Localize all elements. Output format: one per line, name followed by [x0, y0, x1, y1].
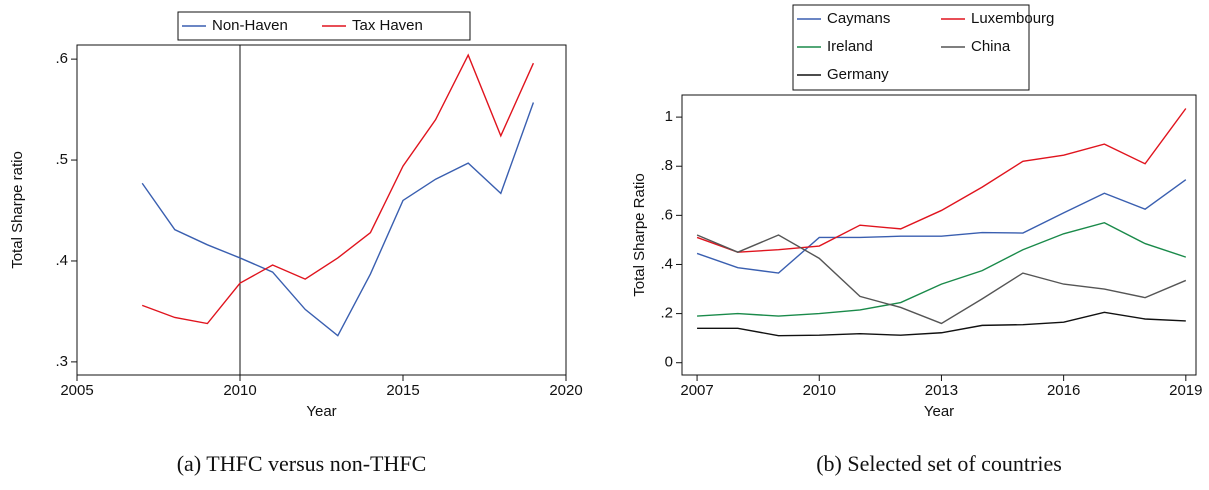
legend-label: China — [971, 38, 1011, 55]
series-line — [141, 102, 535, 337]
y-axis-title: Total Sharpe ratio — [9, 151, 26, 269]
series-line — [696, 234, 1187, 325]
legend-label: Non-Haven — [212, 17, 288, 34]
y-tick-label: .6 — [660, 206, 673, 223]
x-tick-label: 2007 — [680, 382, 713, 399]
series-line — [141, 53, 535, 325]
x-tick-label: 2020 — [549, 382, 582, 399]
series-line — [697, 311, 1186, 337]
y-tick-label: .3 — [55, 353, 68, 370]
y-tick-label: 0 — [665, 354, 673, 371]
plot-frame — [76, 44, 567, 376]
y-axis-title: Total Sharpe Ratio — [631, 173, 648, 296]
x-tick-label: 2013 — [925, 382, 958, 399]
series-line — [697, 221, 1187, 317]
x-tick-label: 2019 — [1169, 382, 1202, 399]
x-tick-label: 2015 — [386, 382, 419, 399]
legend-box — [792, 4, 1030, 91]
legend-label: Ireland — [827, 38, 873, 55]
y-tick-label: 1 — [665, 108, 673, 125]
x-tick-label: 2010 — [223, 382, 256, 399]
x-tick-label: 2005 — [60, 382, 93, 399]
x-tick-label: 2016 — [1047, 382, 1080, 399]
plot-frame — [681, 94, 1197, 376]
x-axis-title: Year — [924, 403, 954, 420]
x-tick-label: 2010 — [803, 382, 836, 399]
y-tick-label: .8 — [660, 157, 673, 174]
legend-label: Luxembourg — [971, 10, 1054, 27]
caption: (a) THFC versus non-THFC — [177, 451, 427, 476]
caption: (b) Selected set of countries — [816, 451, 1062, 476]
y-tick-label: .4 — [660, 255, 673, 272]
x-axis-title: Year — [306, 403, 336, 420]
series-line — [696, 179, 1187, 274]
y-tick-label: .5 — [55, 151, 68, 168]
series-line — [696, 108, 1187, 253]
y-tick-label: .4 — [55, 252, 68, 269]
y-tick-label: .2 — [660, 305, 673, 322]
legend-label: Caymans — [827, 10, 890, 27]
legend-label: Germany — [827, 66, 889, 83]
legend-box — [177, 11, 471, 41]
legend-label: Tax Haven — [352, 17, 423, 34]
y-tick-label: .6 — [55, 50, 68, 67]
